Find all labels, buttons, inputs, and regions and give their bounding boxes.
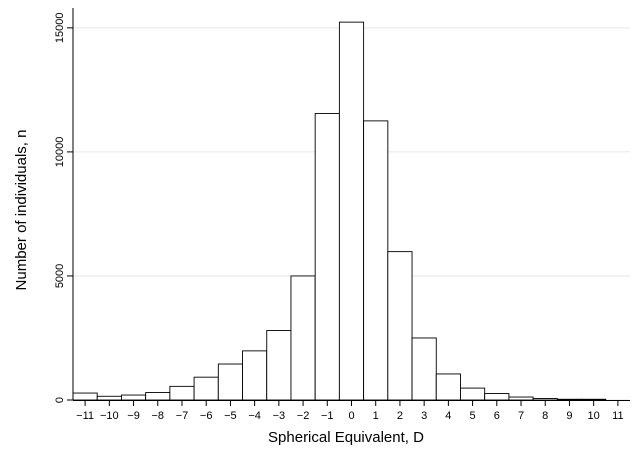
- y-tick-label: 5000: [54, 264, 66, 288]
- histogram-bar: [314, 112, 340, 401]
- x-tick-label: −4: [248, 410, 261, 422]
- histogram-bars: [72, 21, 607, 401]
- y-tick-label: 15000: [54, 13, 66, 44]
- x-tick-label: 11: [612, 410, 623, 422]
- histogram-bar: [556, 398, 583, 401]
- histogram-bar: [145, 392, 171, 401]
- x-tick-label: −1: [321, 410, 334, 422]
- histogram-bar: [120, 394, 147, 401]
- x-tick-label: 10: [588, 410, 600, 422]
- x-tick-label: 8: [542, 410, 548, 422]
- x-tick-label: −7: [176, 410, 189, 422]
- histogram-bar: [169, 385, 195, 401]
- x-axis-title: Spherical Equivalent, D: [268, 429, 424, 446]
- histogram-bar: [266, 330, 292, 401]
- y-tick-label: 0: [54, 397, 66, 403]
- histogram-bar: [290, 275, 316, 401]
- x-tick-label: 1: [373, 410, 379, 422]
- x-tick-label: 7: [518, 410, 524, 422]
- x-tick-label: 5: [470, 410, 476, 422]
- y-axis-title: Number of individuals, n: [13, 130, 30, 291]
- x-tick-label: 4: [445, 410, 451, 422]
- x-tick-label: 6: [494, 410, 500, 422]
- histogram-bar: [508, 396, 534, 401]
- x-tick-label: 0: [348, 410, 354, 422]
- histogram-bar: [460, 387, 486, 401]
- x-tick-label: −11: [76, 410, 94, 422]
- x-axis-ticks: −11 −10 −9 −8 −7 −6 −5 −4 −3 −2 −1 0 1 2 3 4 5 6 7 8 9 10 11: [76, 400, 624, 422]
- histogram-bar: [72, 392, 98, 401]
- x-tick-label: −3: [273, 410, 286, 422]
- x-tick-label: −10: [100, 410, 119, 422]
- x-tick-label: −5: [224, 410, 237, 422]
- histogram-bar: [217, 363, 243, 401]
- x-tick-label: −8: [151, 410, 164, 422]
- histogram-bar: [484, 393, 510, 401]
- histogram-bar: [387, 251, 413, 401]
- x-tick-label: −9: [127, 410, 140, 422]
- y-tick-label: 10000: [54, 137, 66, 168]
- histogram-bar: [96, 395, 122, 401]
- histogram-bar: [193, 376, 219, 401]
- y-axis-ticks: 0 5000 10000 15000: [54, 13, 73, 403]
- x-tick-label: −2: [297, 410, 310, 422]
- histogram-bar: [581, 398, 607, 401]
- x-tick-label: 9: [566, 410, 572, 422]
- histogram-bar: [435, 373, 461, 401]
- x-tick-label: −6: [200, 410, 213, 422]
- histogram-bar: [532, 398, 558, 401]
- histogram-bar: [411, 337, 437, 401]
- x-tick-label: 3: [421, 410, 427, 422]
- x-tick-label: 2: [397, 410, 403, 422]
- histogram-bar: [363, 120, 389, 401]
- histogram-bar: [242, 350, 268, 401]
- histogram-bar: [338, 21, 365, 401]
